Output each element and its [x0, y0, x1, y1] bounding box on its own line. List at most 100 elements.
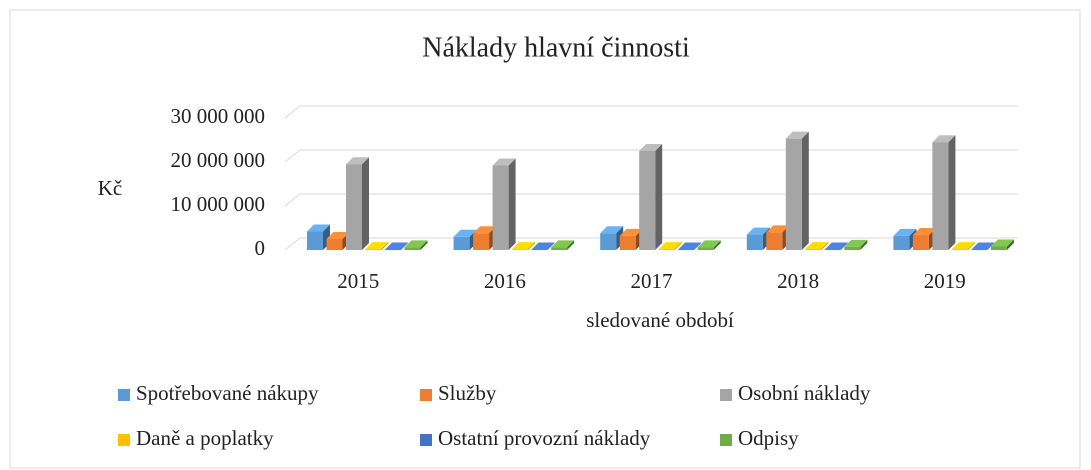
bar-top [473, 226, 497, 234]
bar-side [713, 240, 721, 250]
bar [766, 232, 783, 250]
bar-side [528, 242, 536, 250]
bar-side [420, 240, 428, 250]
bar-side [821, 242, 829, 250]
bar [551, 247, 568, 250]
bar-top [785, 131, 809, 139]
bar-side [401, 242, 408, 250]
legend-swatch [720, 434, 732, 446]
bar [951, 249, 968, 250]
bar [658, 249, 675, 250]
legend-swatch [420, 434, 432, 446]
legend-label: Odpisy [738, 426, 799, 450]
bar-top [365, 242, 389, 250]
bar [404, 247, 421, 250]
y-tick-label: 30 000 000 [171, 104, 266, 128]
x-tick-label: 2019 [924, 269, 966, 293]
bar [912, 235, 929, 250]
bar-top [658, 242, 682, 250]
bar [326, 239, 343, 250]
bar-top [746, 227, 770, 235]
bar-side [508, 158, 516, 250]
bar-side [860, 239, 868, 250]
y-axis-title: Kč [98, 176, 123, 200]
legend-label: Služby [438, 381, 497, 405]
legend-label: Ostatní provozní náklady [438, 426, 651, 450]
bar [932, 142, 949, 250]
bar [824, 249, 841, 251]
bar-side [967, 242, 975, 250]
legend-label: Spotřebované nákupy [136, 381, 319, 405]
x-tick-label: 2018 [777, 269, 819, 293]
grid-line [284, 193, 1018, 207]
bar [346, 164, 362, 250]
bar-top [697, 240, 721, 248]
bar-side [801, 131, 809, 250]
x-tick-label: 2017 [631, 269, 673, 293]
bar [805, 249, 822, 250]
bar-top [844, 239, 868, 247]
y-tick-label: 10 000 000 [171, 192, 266, 216]
bar-top [326, 232, 350, 239]
bar-side [381, 242, 389, 250]
bar-top [893, 228, 917, 236]
bar-side [694, 242, 702, 250]
bar-top [531, 242, 555, 250]
bar-top [619, 228, 643, 236]
bar-side [1006, 239, 1014, 250]
legend-label: Daně a poplatky [136, 426, 274, 450]
bar-side [567, 240, 575, 250]
bar-top [639, 144, 663, 151]
x-tick-label: 2016 [484, 269, 526, 293]
bar [746, 234, 763, 250]
bar [512, 249, 529, 250]
bar-top [492, 158, 516, 166]
bar [697, 247, 714, 250]
bar-top [551, 240, 575, 248]
chart-title: Náklady hlavní činnosti [422, 32, 690, 63]
bar-top [307, 224, 330, 232]
bar-top [951, 242, 975, 250]
bar [893, 235, 910, 250]
grid-line [284, 105, 1018, 119]
legend-swatch [720, 389, 732, 401]
bar-side [674, 242, 682, 250]
bar [990, 246, 1007, 250]
bar-top [912, 228, 936, 236]
bar [600, 233, 617, 250]
bar-top [805, 242, 829, 250]
bar [453, 236, 470, 250]
bar [385, 249, 401, 251]
legend-swatch [420, 389, 432, 401]
bar-side [840, 242, 848, 250]
bar [678, 249, 695, 251]
bar-top [453, 229, 477, 237]
bar-side [948, 135, 956, 250]
bar-top [385, 242, 408, 250]
legend-label: Osobní náklady [738, 381, 871, 405]
bar-side [655, 144, 663, 250]
y-tick-label: 20 000 000 [171, 148, 266, 172]
bar [531, 249, 548, 251]
legend-swatch [118, 434, 130, 446]
y-tick-label: 0 [255, 236, 266, 260]
bar-top [678, 242, 702, 250]
grid-line [284, 149, 1018, 163]
bar-top [404, 240, 428, 248]
bar-top [346, 157, 369, 165]
bar-top [932, 135, 956, 143]
bar [639, 151, 656, 250]
bar-side [547, 242, 555, 250]
x-tick-label: 2015 [337, 269, 379, 293]
bar [365, 249, 382, 250]
bar [971, 249, 988, 251]
bar-side [362, 157, 369, 250]
bar [492, 165, 509, 250]
bar [473, 233, 490, 250]
bar-top [600, 226, 624, 234]
x-axis-title: sledované období [586, 308, 734, 332]
bar-side [987, 242, 995, 250]
legend-swatch [118, 389, 130, 401]
bar [619, 235, 636, 250]
